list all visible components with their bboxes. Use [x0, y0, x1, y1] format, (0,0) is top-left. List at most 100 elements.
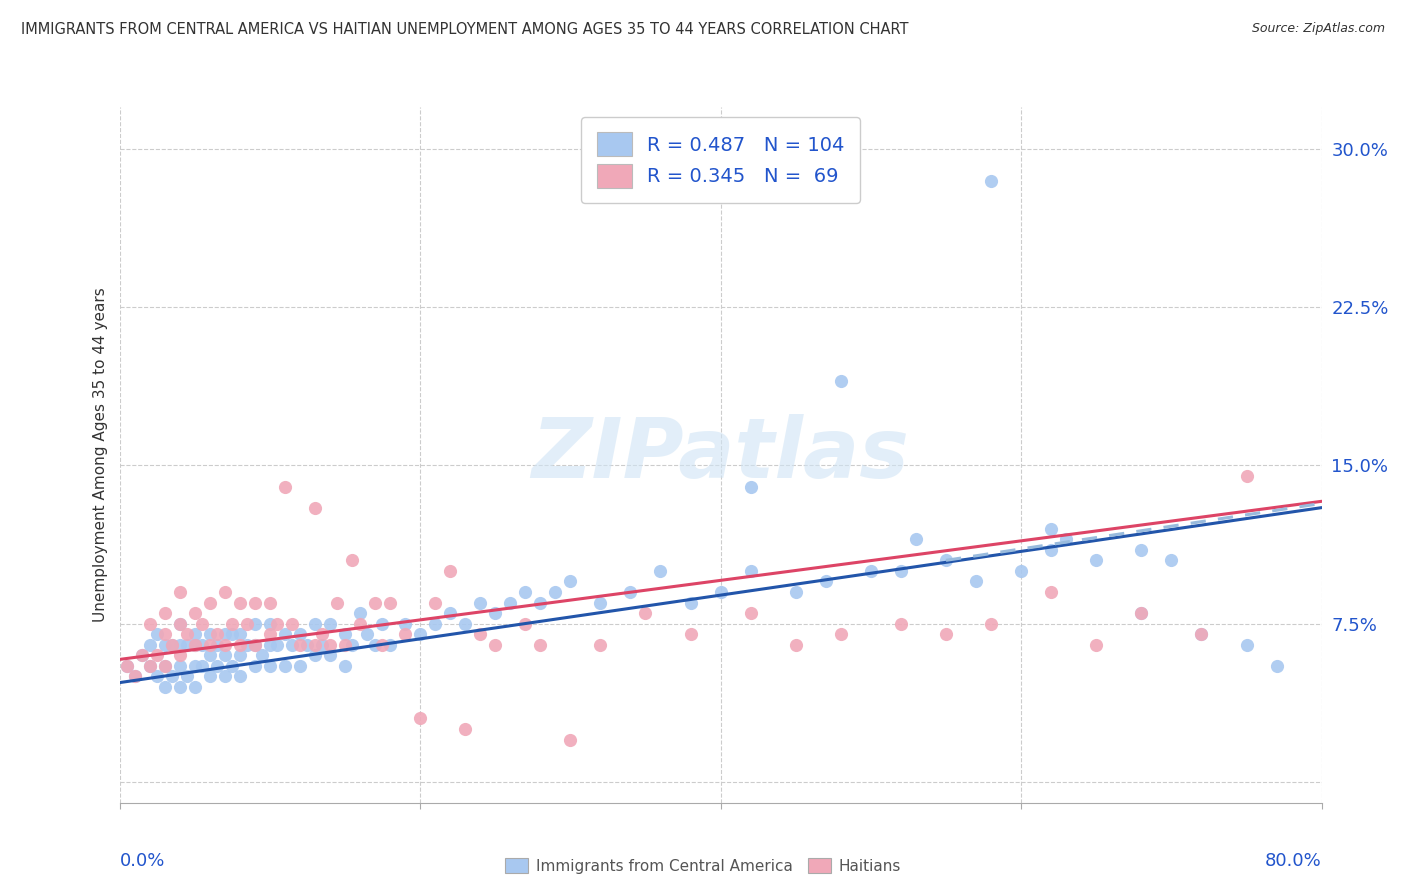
Point	[169, 658, 191, 673]
Point	[259, 638, 281, 652]
Point	[1236, 638, 1258, 652]
Point	[205, 658, 228, 673]
Point	[349, 616, 371, 631]
Point	[980, 616, 1002, 631]
Point	[191, 616, 214, 631]
Point	[288, 638, 311, 652]
Point	[214, 638, 236, 652]
Point	[468, 595, 492, 609]
Point	[342, 553, 364, 567]
Point	[484, 606, 506, 620]
Point	[138, 638, 160, 652]
Point	[859, 564, 882, 578]
Point	[394, 616, 416, 631]
Point	[1040, 542, 1063, 557]
Point	[1085, 553, 1108, 567]
Point	[252, 648, 274, 663]
Point	[371, 616, 394, 631]
Point	[890, 564, 912, 578]
Point	[342, 638, 364, 652]
Point	[214, 585, 236, 599]
Point	[484, 638, 506, 652]
Point	[160, 638, 183, 652]
Point	[138, 658, 160, 673]
Point	[183, 627, 205, 641]
Point	[560, 574, 582, 589]
Point	[153, 658, 176, 673]
Point	[378, 595, 401, 609]
Point	[560, 732, 582, 747]
Point	[304, 638, 326, 652]
Point	[221, 616, 243, 631]
Point	[288, 627, 311, 641]
Point	[183, 638, 205, 652]
Point	[409, 711, 432, 725]
Point	[243, 616, 266, 631]
Point	[169, 585, 191, 599]
Point	[183, 658, 205, 673]
Y-axis label: Unemployment Among Ages 35 to 44 years: Unemployment Among Ages 35 to 44 years	[93, 287, 108, 623]
Point	[785, 638, 807, 652]
Point	[814, 574, 837, 589]
Point	[214, 648, 236, 663]
Point	[1236, 469, 1258, 483]
Point	[709, 585, 731, 599]
Point	[830, 374, 852, 388]
Text: Source: ZipAtlas.com: Source: ZipAtlas.com	[1251, 22, 1385, 36]
Point	[228, 648, 252, 663]
Point	[243, 595, 266, 609]
Point	[311, 627, 333, 641]
Point	[1189, 627, 1212, 641]
Legend: R = 0.487   N = 104, R = 0.345   N =  69: R = 0.487 N = 104, R = 0.345 N = 69	[581, 117, 860, 203]
Point	[191, 658, 214, 673]
Point	[1130, 606, 1153, 620]
Point	[169, 648, 191, 663]
Point	[153, 627, 176, 641]
Point	[740, 479, 762, 493]
Point	[1054, 533, 1077, 547]
Point	[364, 638, 387, 652]
Point	[1040, 522, 1063, 536]
Point	[198, 595, 221, 609]
Point	[304, 500, 326, 515]
Point	[1160, 553, 1182, 567]
Point	[169, 616, 191, 631]
Point	[214, 627, 236, 641]
Point	[589, 595, 612, 609]
Point	[198, 669, 221, 683]
Point	[266, 638, 288, 652]
Point	[304, 648, 326, 663]
Point	[378, 638, 401, 652]
Point	[259, 627, 281, 641]
Point	[198, 648, 221, 663]
Point	[740, 564, 762, 578]
Point	[1130, 542, 1153, 557]
Point	[214, 669, 236, 683]
Point	[191, 638, 214, 652]
Point	[980, 174, 1002, 188]
Point	[274, 479, 297, 493]
Point	[153, 680, 176, 694]
Point	[423, 616, 446, 631]
Point	[890, 616, 912, 631]
Point	[259, 595, 281, 609]
Point	[454, 616, 477, 631]
Point	[364, 595, 387, 609]
Point	[409, 627, 432, 641]
Point	[236, 616, 259, 631]
Point	[965, 574, 987, 589]
Text: ZIPatlas: ZIPatlas	[531, 415, 910, 495]
Point	[740, 606, 762, 620]
Point	[333, 638, 356, 652]
Point	[468, 627, 492, 641]
Point	[266, 616, 288, 631]
Point	[183, 680, 205, 694]
Point	[131, 648, 153, 663]
Point	[454, 722, 477, 736]
Point	[183, 638, 205, 652]
Point	[333, 627, 356, 641]
Point	[935, 627, 957, 641]
Point	[333, 658, 356, 673]
Point	[169, 680, 191, 694]
Point	[205, 638, 228, 652]
